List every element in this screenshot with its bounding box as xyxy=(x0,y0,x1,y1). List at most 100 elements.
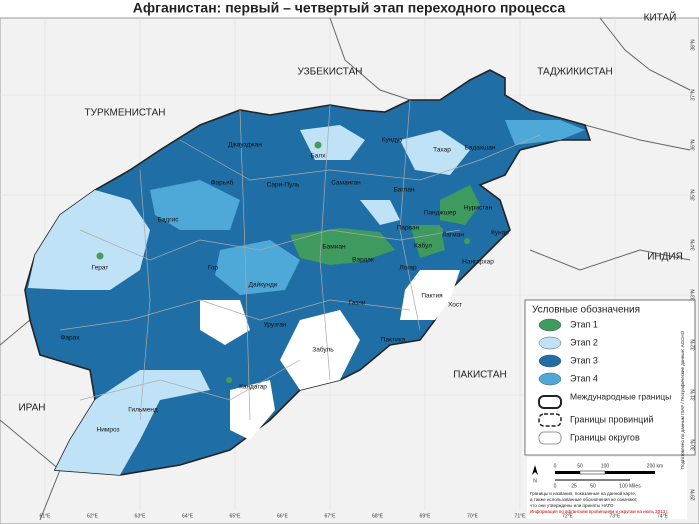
scale-mile-label: 0 xyxy=(554,483,557,489)
province-label: Забуль xyxy=(312,346,334,354)
province-label: Пактия xyxy=(421,293,443,300)
province-label: Бамиан xyxy=(322,244,346,251)
scale-bar xyxy=(555,470,655,481)
latitude-label: 38°N xyxy=(690,39,696,51)
country-label: КИТАЙ xyxy=(644,11,677,24)
country-label: ТАДЖИКИСТАН xyxy=(537,67,613,78)
province-label: Дайкунди xyxy=(249,281,278,289)
province-label: Гор xyxy=(208,265,219,272)
scale-km-label: 50 xyxy=(577,463,583,469)
legend-swatch xyxy=(538,372,562,386)
longitude-label: 74°E xyxy=(657,513,669,519)
scale-km-label: 100 xyxy=(601,463,610,469)
latitude-label: 35°N xyxy=(690,189,696,201)
province-label: Бадгис xyxy=(158,217,180,224)
scale-mile-label: 100 Miles xyxy=(619,483,641,489)
province-label: Парван xyxy=(397,225,420,232)
country-label: ИРАН xyxy=(18,403,45,414)
province-label: Лагман xyxy=(442,232,464,239)
province-label: Нангархар xyxy=(462,259,494,266)
province-label: Фарах xyxy=(60,335,80,342)
legend-border-symbol xyxy=(538,431,562,445)
scale-mile-label: 25 xyxy=(571,483,577,489)
longitude-label: 69°E xyxy=(420,513,432,519)
province-label: Газни xyxy=(349,300,366,307)
scale-mile-label: 50 xyxy=(590,483,596,489)
north-arrow xyxy=(532,465,538,475)
province-label: Хост xyxy=(448,302,462,309)
scale-box xyxy=(527,457,687,519)
province-label: Нимроз xyxy=(97,427,120,434)
latitude-label: 37°N xyxy=(690,89,696,101)
longitude-label: 61°E xyxy=(40,513,52,519)
province-label: Саманган xyxy=(331,180,361,187)
province-label: Кандагар xyxy=(239,384,267,391)
longitude-label: 65°E xyxy=(230,513,242,519)
longitude-label: 68°E xyxy=(372,513,384,519)
country-label: ПАКИСТАН xyxy=(453,370,506,381)
longitude-label: 64°E xyxy=(182,513,194,519)
legend-label: Этап 3 xyxy=(570,355,598,365)
longitude-label: 70°E xyxy=(467,513,479,519)
longitude-label: 73°E xyxy=(610,513,622,519)
province-label: Фарьяб xyxy=(211,179,234,187)
legend-border-symbol xyxy=(538,413,562,427)
legend-label: Границы провинций xyxy=(570,414,653,424)
province-label: Балх xyxy=(311,153,327,160)
legend-label: Этап 2 xyxy=(570,337,598,347)
scale-km-label: 200 km xyxy=(647,463,663,469)
side-note: Подготовлено по данным ISAF / Географиче… xyxy=(680,330,685,469)
province-label: Кабул xyxy=(414,242,432,250)
longitude-label: 63°E xyxy=(135,513,147,519)
scale-km-label: 0 xyxy=(554,463,557,469)
longitude-label: 72°E xyxy=(562,513,574,519)
longitude-label: 71°E xyxy=(515,513,527,519)
latitude-label: 29°N xyxy=(690,489,696,501)
country-label: ИНДИЯ xyxy=(647,252,683,263)
province-label: Гильменд xyxy=(128,407,158,414)
latitude-label: 36°N xyxy=(690,139,696,151)
province-label: Урузган xyxy=(263,322,286,329)
province-label: Нуристан xyxy=(464,205,493,212)
map-note: что они утверждены или приняты НАТО xyxy=(530,503,614,508)
province-label: Тахар xyxy=(433,147,451,154)
province-label: Бадахшан xyxy=(465,145,496,152)
legend-swatch xyxy=(538,354,562,368)
country-label: УЗБЕКИСТАН xyxy=(298,67,363,78)
title: Афганистан: первый – четвертый этап пере… xyxy=(133,0,566,16)
map-note: а также использованные обозначения не оз… xyxy=(530,497,637,502)
latitude-label: 30°N xyxy=(690,439,696,451)
legend-swatch xyxy=(538,318,562,332)
province-label: Логар xyxy=(399,265,417,272)
legend-label: Международные границы xyxy=(570,391,671,401)
country-label: ТУРКМЕНИСТАН xyxy=(85,108,166,119)
province-label: Герат xyxy=(92,265,109,272)
legend-label: Этап 4 xyxy=(570,373,598,383)
legend-label: Этап 1 xyxy=(570,319,598,329)
longitude-label: 62°E xyxy=(87,513,99,519)
map-note: Информация по афганским провинциям и окр… xyxy=(530,509,669,514)
province-label: Панджшер xyxy=(424,210,457,217)
latitude-label: 31°N xyxy=(690,389,696,401)
latitude-label: 34°N xyxy=(690,239,696,251)
province-label: Пактика xyxy=(381,337,406,344)
afghanistan xyxy=(24,69,592,476)
legend-title: Условные обозначения xyxy=(532,304,640,316)
latitude-label: 33°N xyxy=(690,289,696,301)
province-label: Кундуз xyxy=(382,137,403,144)
province-label: Баглан xyxy=(393,187,415,194)
map-note: Границы и названия, показанные на данной… xyxy=(530,490,636,496)
province-label: Вардак xyxy=(352,257,374,264)
province-label: Сари-Пуль xyxy=(267,182,300,189)
longitude-label: 66°E xyxy=(277,513,289,519)
province-label: Джаузджан xyxy=(228,142,262,149)
legend-label: Границы округов xyxy=(570,432,640,442)
legend-swatch xyxy=(538,336,562,350)
province-capitals xyxy=(96,141,470,383)
legend-border-symbol xyxy=(538,395,562,409)
north-label: N xyxy=(533,478,537,484)
longitude-label: 67°E xyxy=(325,513,337,519)
province-label: Кунар xyxy=(491,230,509,237)
latitude-label: 32°N xyxy=(690,339,696,351)
